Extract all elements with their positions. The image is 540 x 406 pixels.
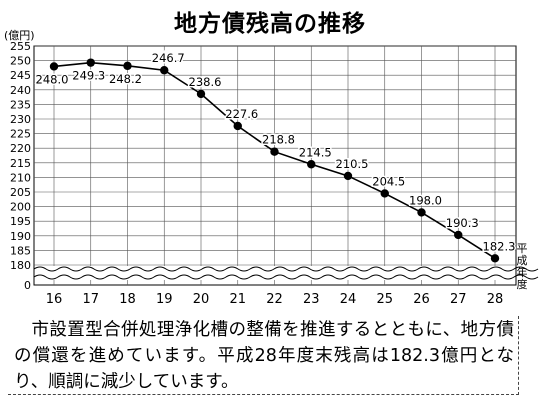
data-point xyxy=(490,254,500,263)
x-tick-label: 27 xyxy=(450,292,467,307)
data-label: 248.0 xyxy=(36,72,69,86)
caption-text: 市設置型合併処理浄化槽の整備を推進するとともに、地方債の償還を進めています。平成… xyxy=(14,320,514,392)
data-point xyxy=(49,62,59,71)
y-tick-label: 205 xyxy=(10,186,31,199)
data-label: 210.5 xyxy=(336,157,369,171)
data-label: 246.7 xyxy=(152,51,185,65)
y-tick-label: 235 xyxy=(10,98,31,111)
x-axis-label-char: 度 xyxy=(517,277,528,291)
x-tick-label: 21 xyxy=(229,292,246,307)
caption-box: 市設置型合併処理浄化槽の整備を推進するとともに、地方債の償還を進めています。平成… xyxy=(8,316,519,395)
y-tick-label: 215 xyxy=(10,157,31,170)
data-label: 218.8 xyxy=(262,133,295,147)
y-axis-label: (億円) xyxy=(4,29,35,42)
y-tick-label: 190 xyxy=(10,230,31,243)
data-label: 248.2 xyxy=(109,72,142,86)
x-tick-label: 18 xyxy=(119,292,136,307)
chart-title: 地方債残高の推移 xyxy=(174,11,366,37)
data-point xyxy=(86,58,95,67)
y-tick-label: 245 xyxy=(10,69,31,82)
plot-frame xyxy=(33,45,517,286)
x-tick-label: 19 xyxy=(156,292,173,307)
data-label: 214.5 xyxy=(299,145,332,159)
x-axis-label-char: 年 xyxy=(517,265,528,279)
data-label: 182.3 xyxy=(483,239,516,253)
y-tick-label: 180 xyxy=(10,259,31,272)
x-tick-label: 16 xyxy=(46,292,63,307)
data-label: 198.0 xyxy=(409,193,442,207)
data-label: 227.6 xyxy=(225,107,258,121)
axis-break-line xyxy=(33,266,539,272)
y-tick-label: 195 xyxy=(10,215,31,228)
x-tick-label: 17 xyxy=(82,292,99,307)
y-tick-label: 230 xyxy=(10,113,31,126)
data-label: 238.6 xyxy=(189,75,222,89)
data-point xyxy=(343,171,353,181)
y-tick-label: 220 xyxy=(10,142,31,155)
y-tick-label: 225 xyxy=(10,128,31,141)
data-point xyxy=(307,160,316,169)
x-tick-label: 25 xyxy=(376,292,393,307)
x-tick-label: 20 xyxy=(193,292,210,307)
data-point xyxy=(123,61,132,71)
data-point xyxy=(454,230,463,240)
data-point xyxy=(160,66,169,75)
data-point xyxy=(233,121,242,131)
data-point xyxy=(196,89,206,99)
data-label: 204.5 xyxy=(372,174,405,188)
data-point xyxy=(380,189,389,198)
data-point xyxy=(270,147,279,156)
axis-break-line xyxy=(33,274,539,280)
x-tick-label: 28 xyxy=(487,292,504,307)
data-label: 190.3 xyxy=(446,216,479,230)
line-chart: 2552502452402352302252202152102052001951… xyxy=(4,29,539,307)
data-point xyxy=(417,208,426,217)
x-axis-label-char: 平 xyxy=(517,242,528,255)
y-tick-label: 255 xyxy=(10,40,31,53)
x-axis-label-char: 成 xyxy=(517,254,528,267)
x-tick-label: 22 xyxy=(266,292,283,307)
y-tick-label: 240 xyxy=(10,84,31,97)
x-tick-label: 26 xyxy=(413,292,430,307)
y-tick-label: 200 xyxy=(10,201,31,214)
y-tick-label: 250 xyxy=(10,55,31,68)
y-tick-label: 0 xyxy=(24,279,31,292)
y-tick-label: 185 xyxy=(10,244,31,257)
data-label: 249.3 xyxy=(72,69,105,83)
y-tick-label: 210 xyxy=(10,171,31,184)
x-tick-label: 23 xyxy=(303,292,320,307)
x-tick-label: 24 xyxy=(340,292,357,307)
